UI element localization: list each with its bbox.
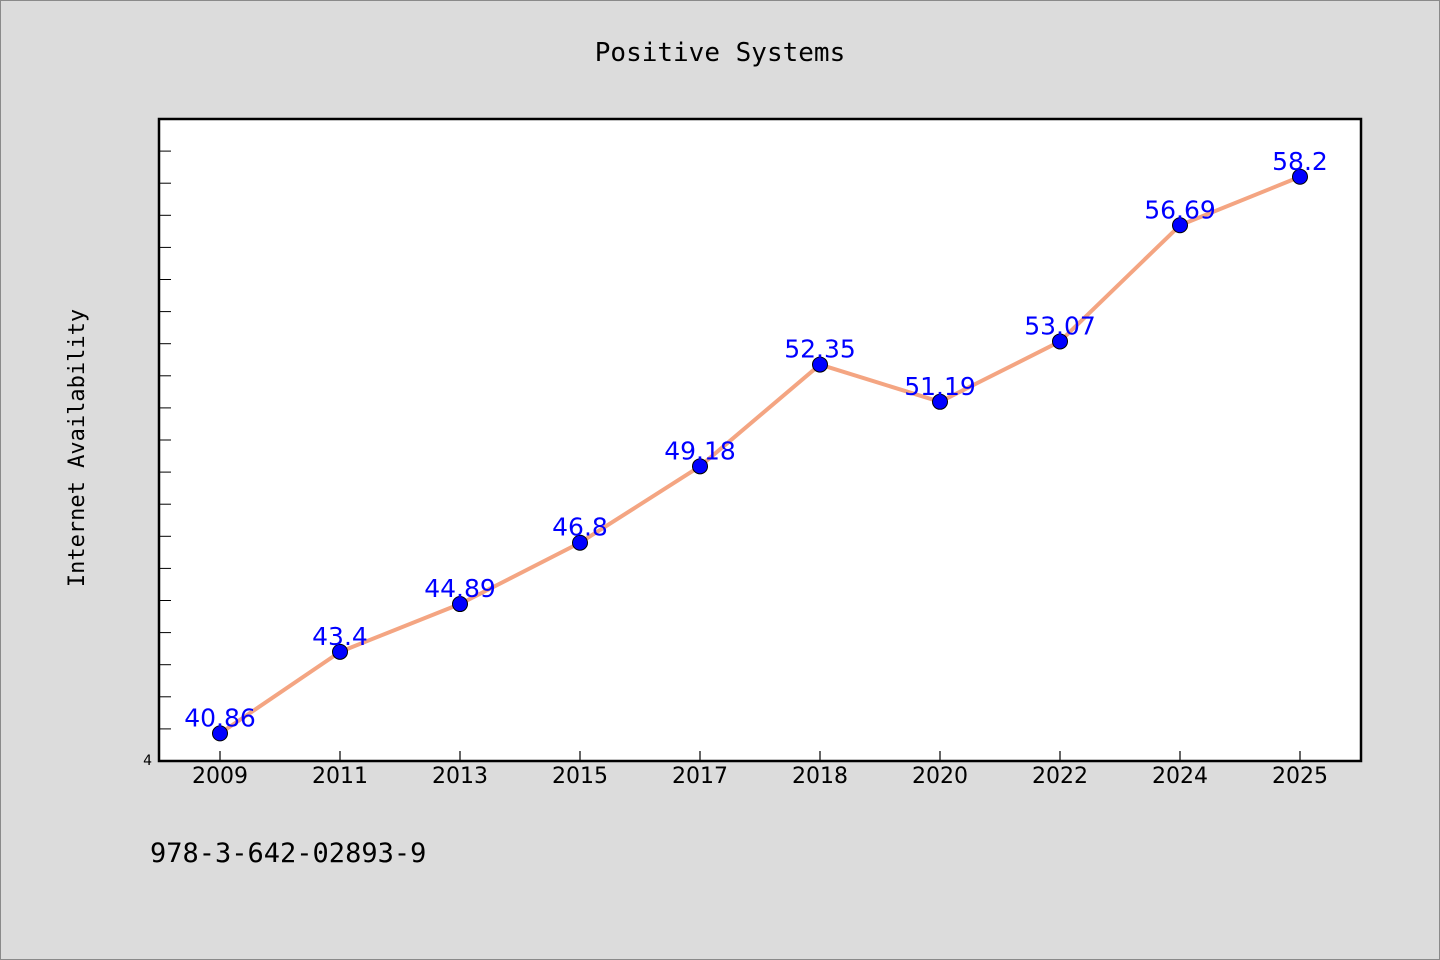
data-label: 43.4	[312, 622, 368, 651]
data-label: 56.69	[1144, 195, 1216, 224]
data-point-marker	[452, 596, 468, 613]
plot-area	[157, 117, 1363, 763]
y-axis-title: Internet Availability	[65, 309, 90, 587]
x-tick-label: 2013	[432, 764, 488, 789]
series-markers	[212, 168, 1308, 742]
series-line	[218, 174, 1302, 736]
x-tick-label: 2017	[672, 764, 728, 789]
data-label: 58.2	[1272, 147, 1328, 176]
data-point-marker	[692, 458, 708, 475]
data-point-marker	[572, 534, 588, 551]
data-label: 40.86	[184, 703, 256, 732]
data-label: 46.8	[552, 513, 608, 542]
data-labels: 40.86 43.4 44.89 46.8 49.18 52.35 51.19 53.07 56…	[184, 147, 1328, 733]
data-point-marker	[932, 393, 948, 410]
footer-isbn-text: 978-3-642-02893-9	[150, 838, 426, 869]
data-label: 52.35	[784, 335, 856, 364]
x-tick-label: 2018	[792, 764, 848, 789]
x-tick-label: 2011	[312, 764, 368, 789]
x-tick-label: 2009	[192, 764, 248, 789]
x-tick-label: 2020	[912, 764, 968, 789]
data-label: 51.19	[904, 372, 976, 401]
x-tick-label: 2015	[552, 764, 608, 789]
y-axis-ticks	[159, 150, 171, 730]
data-label: 49.18	[664, 436, 736, 465]
data-label: 53.07	[1024, 311, 1096, 340]
chart-title: Positive Systems	[595, 38, 845, 68]
data-point-marker	[812, 356, 828, 373]
x-tick-label: 2022	[1032, 764, 1088, 789]
data-point-marker	[212, 725, 228, 742]
data-label: 44.89	[424, 574, 496, 603]
x-tick-label: 2025	[1272, 764, 1328, 789]
x-tick-label: 2024	[1152, 764, 1208, 789]
data-point-marker	[332, 643, 348, 660]
series-line-path	[218, 174, 1302, 736]
data-point-marker	[1172, 217, 1188, 234]
x-axis-ticks: 2009 2011 2013 2015 2017 2018 2020 2022 2024 2025	[192, 751, 1328, 789]
data-point-marker	[1292, 168, 1308, 185]
y-tick-label: 4	[143, 753, 152, 769]
data-point-marker	[1052, 333, 1068, 350]
